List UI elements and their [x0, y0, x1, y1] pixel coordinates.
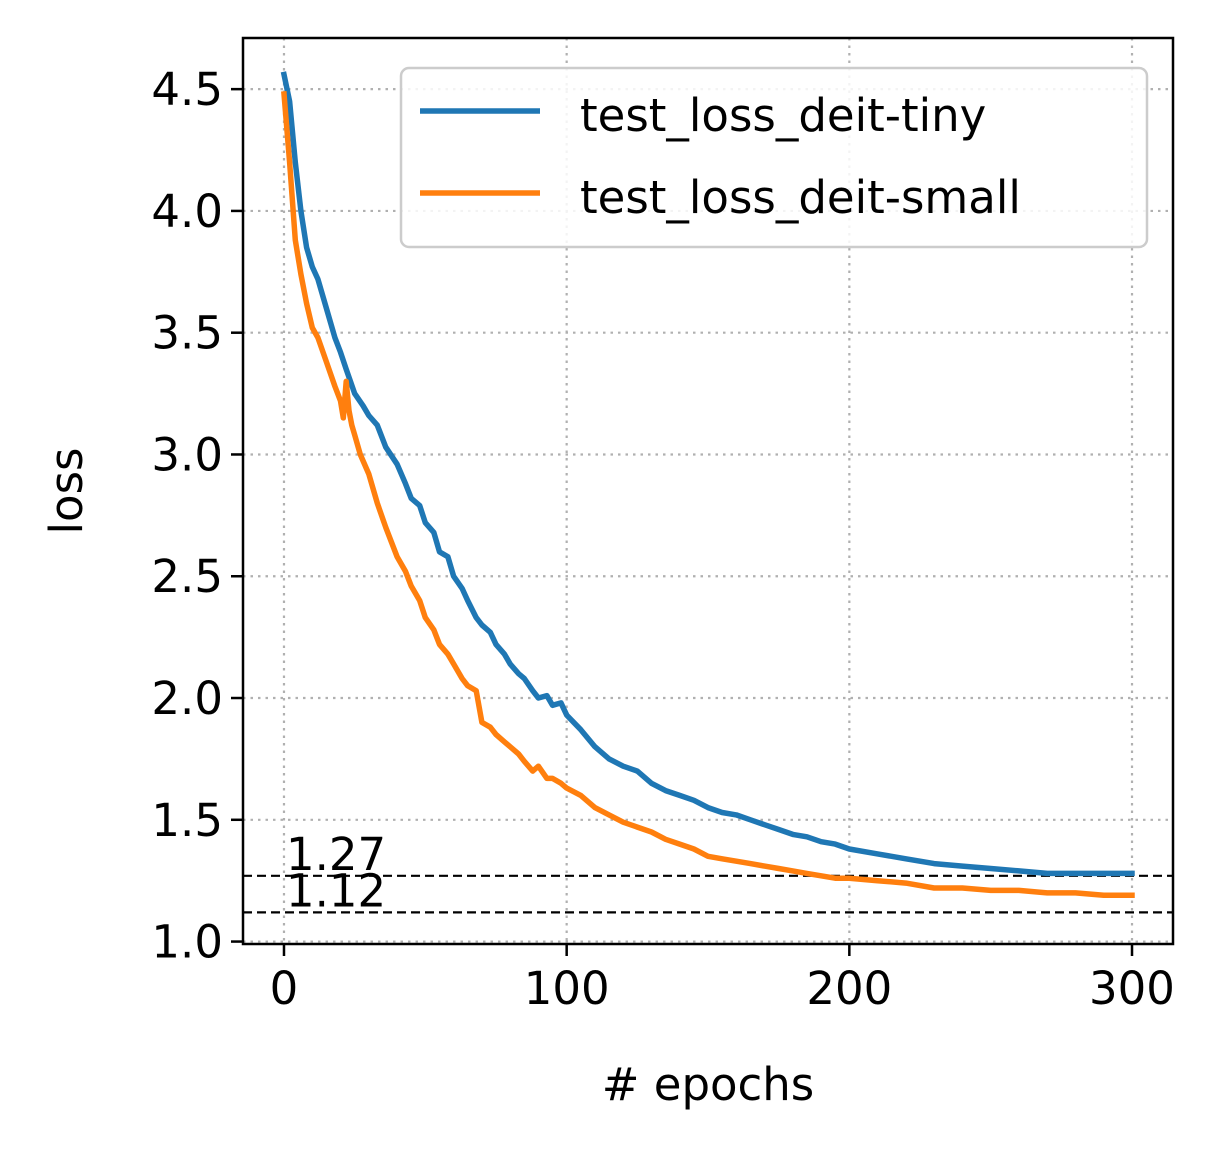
- y-tick-label: 2.5: [151, 550, 223, 603]
- x-axis-label: # epochs: [602, 1058, 815, 1111]
- legend-label-deit-small: test_loss_deit-small: [580, 171, 1021, 224]
- y-tick-label: 2.0: [151, 672, 223, 725]
- plot-frame: [241, 36, 1175, 946]
- reference-line-label: 1.27: [286, 828, 386, 881]
- legend: test_loss_deit-tiny test_loss_deit-small: [399, 66, 1149, 249]
- legend-label-deit-tiny: test_loss_deit-tiny: [580, 89, 986, 142]
- x-tick-label: 300: [1089, 962, 1175, 1015]
- y-tick-label: 4.5: [151, 63, 223, 116]
- x-tick-label: 100: [524, 962, 610, 1015]
- series-line-deit-tiny: [280, 71, 1135, 877]
- y-axis-label: loss: [40, 448, 93, 535]
- y-tick-label: 1.5: [151, 794, 223, 847]
- y-axis-ticks: 1.0 1.5 2.0 2.5 3.0 3.5 4.0 4.5: [151, 63, 243, 969]
- y-tick-label: 1.0: [151, 916, 223, 969]
- series-lines: [280, 71, 1135, 899]
- x-tick-label: 200: [806, 962, 892, 1015]
- series-line-deit-small: [281, 91, 1135, 899]
- reference-lines: 1.271.12: [243, 828, 1173, 917]
- y-tick-label: 4.0: [151, 185, 223, 238]
- x-axis-ticks: 0 100 200 300: [270, 944, 1175, 1015]
- reference-line-label: 1.12: [286, 864, 386, 917]
- y-tick-label: 3.5: [151, 307, 223, 360]
- legend-box: [399, 66, 1149, 249]
- y-tick-label: 3.0: [151, 428, 223, 481]
- x-tick-label: 0: [270, 962, 299, 1015]
